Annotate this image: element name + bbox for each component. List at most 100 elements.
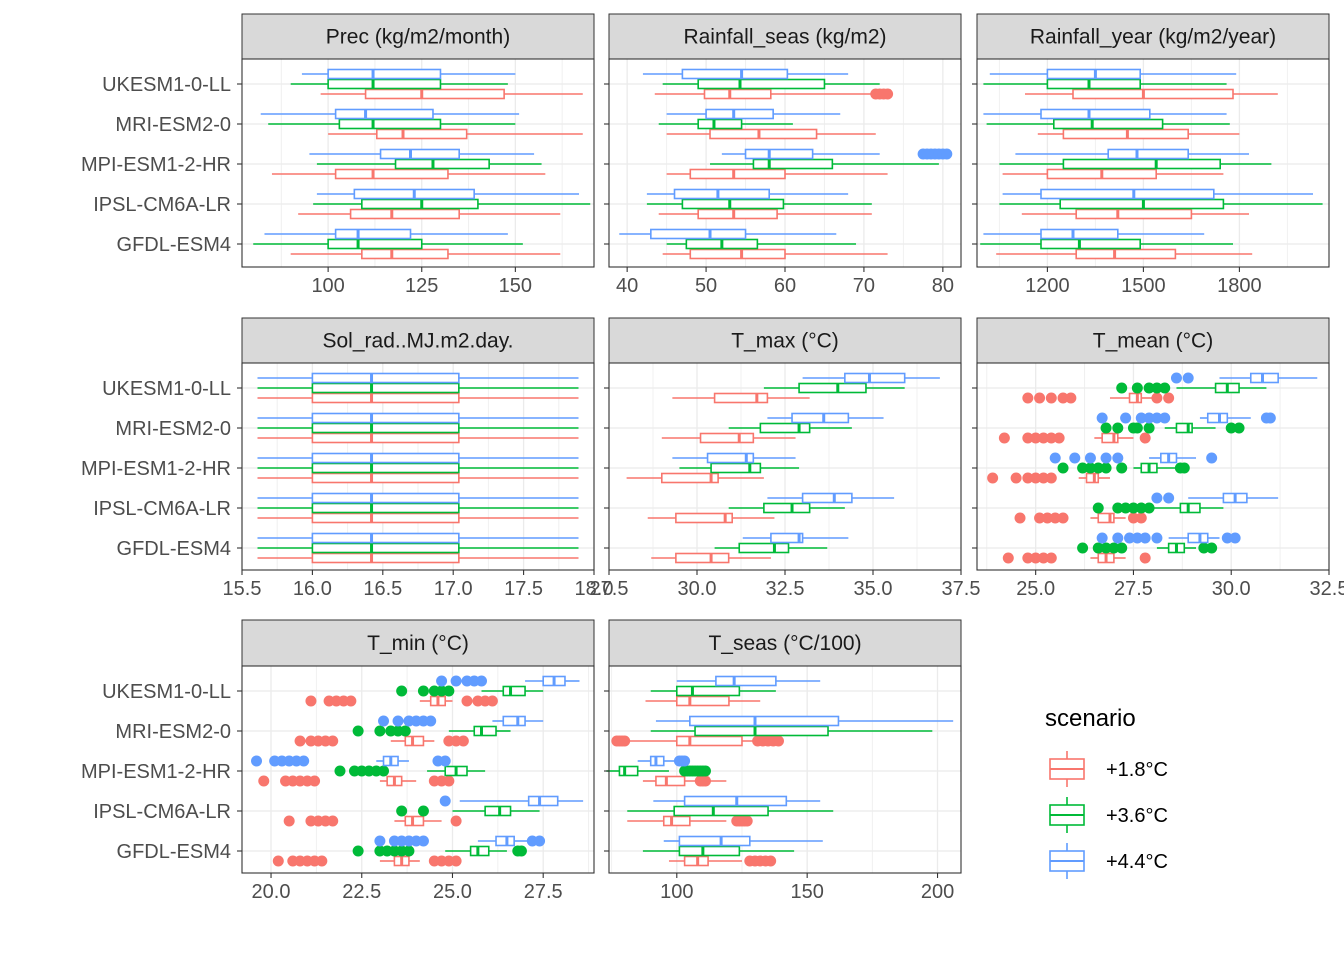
box-mri-esm2-0-s2 xyxy=(650,725,933,737)
panel-strip xyxy=(241,619,595,667)
box-mri-esm2-0-s1 xyxy=(257,432,579,444)
x-tick-label: 70 xyxy=(853,275,875,297)
outlier-point xyxy=(1100,422,1112,434)
y-tick-label: UKESM1-0-LL xyxy=(102,74,231,96)
y-tick-label: UKESM1-0-LL xyxy=(102,681,231,703)
box-iqr xyxy=(311,452,460,464)
outlier-point xyxy=(1022,392,1034,404)
box-ukesm1-0-ll-s1 xyxy=(1022,392,1175,404)
box-iqr xyxy=(484,805,512,817)
outlier-point xyxy=(1034,392,1046,404)
outlier-point xyxy=(352,725,364,737)
outlier-point xyxy=(1037,552,1049,564)
box-ukesm1-0-ll-s3 xyxy=(802,372,940,384)
box-iqr xyxy=(1040,188,1215,200)
box-ukesm1-0-ll-s3 xyxy=(436,675,580,687)
panel-5: T_max (°C) 27.5 30.0 32.5 35.0 37.5 xyxy=(590,317,980,600)
legend-label: +1.8°C xyxy=(1106,759,1168,781)
x-tick-label: 27.5 xyxy=(1114,578,1153,600)
box-ipsl-cm6a-lr-s2 xyxy=(313,198,591,210)
box-mri-esm2-0-s2 xyxy=(728,422,852,434)
box-iqr xyxy=(1046,78,1142,90)
outlier-point xyxy=(1053,432,1065,444)
box-iqr xyxy=(662,815,691,827)
outlier-point xyxy=(1131,382,1143,394)
box-mri-esm2-0-s1 xyxy=(1037,128,1240,140)
y-tick-label: GFDL-ESM4 xyxy=(117,841,231,863)
outlier-point xyxy=(1120,502,1132,514)
box-gfdl-esm4-s3 xyxy=(264,228,508,240)
panel-title: Rainfall_seas (kg/m2) xyxy=(683,26,886,49)
box-iqr xyxy=(349,208,460,220)
box-ipsl-cm6a-lr-s3 xyxy=(1002,188,1313,200)
box-mri-esm2-0-s2 xyxy=(986,118,1230,130)
box-iqr xyxy=(678,845,741,857)
outlier-point xyxy=(1037,472,1049,484)
box-mri-esm2-0-s2 xyxy=(257,422,579,434)
x-tick-label: 30.0 xyxy=(678,578,717,600)
panel-title: Prec (kg/m2/month) xyxy=(326,26,510,49)
panel-border xyxy=(976,362,1330,571)
outlier-point xyxy=(941,148,953,160)
x-tick-label: 25.0 xyxy=(1016,578,1055,600)
box-gfdl-esm4-s1 xyxy=(257,552,579,564)
outlier-point xyxy=(1163,492,1175,504)
outlier-point xyxy=(1139,532,1151,544)
outlier-point xyxy=(450,675,462,687)
box-iqr xyxy=(311,532,460,544)
box-mpi-esm1-2-hr-s1 xyxy=(987,472,1110,484)
outlier-point xyxy=(309,775,321,787)
box-iqr xyxy=(1075,208,1193,220)
outlier-point xyxy=(1057,462,1069,474)
outlier-point xyxy=(439,755,451,767)
outlier-point xyxy=(396,805,408,817)
box-iqr xyxy=(311,512,460,524)
outlier-point xyxy=(316,855,328,867)
outlier-point xyxy=(461,695,473,707)
outlier-point xyxy=(1124,532,1136,544)
legend-label: +3.6°C xyxy=(1106,805,1168,827)
x-tick-label: 150 xyxy=(499,275,532,297)
box-iqr xyxy=(675,695,730,707)
box-ukesm1-0-ll-s3 xyxy=(642,68,849,80)
box-iqr xyxy=(404,735,425,747)
outlier-point xyxy=(987,472,999,484)
box-iqr xyxy=(495,835,515,847)
x-tick-label: 60 xyxy=(774,275,796,297)
box-mpi-esm1-2-hr-s1 xyxy=(642,775,727,787)
box-ipsl-cm6a-lr-s1 xyxy=(647,512,775,524)
box-mpi-esm1-2-hr-s3 xyxy=(721,148,953,160)
box-iqr xyxy=(689,248,786,260)
outlier-point xyxy=(1069,452,1081,464)
panel-6: T_mean (°C) 25.0 27.5 30.0 32.5 xyxy=(972,317,1344,600)
box-iqr xyxy=(379,148,460,160)
box-gfdl-esm4-s3 xyxy=(619,228,837,240)
box-iqr xyxy=(752,158,834,170)
box-gfdl-esm4-s1 xyxy=(1002,552,1151,564)
box-iqr xyxy=(311,392,460,404)
box-iqr xyxy=(327,68,442,80)
box-iqr xyxy=(703,88,772,100)
box-ukesm1-0-ll-s3 xyxy=(257,372,579,384)
x-tick-label: 1200 xyxy=(1025,275,1070,297)
box-iqr xyxy=(697,118,743,130)
x-tick-label: 20.0 xyxy=(252,881,291,903)
outlier-point xyxy=(283,815,295,827)
box-ukesm1-0-ll-s1 xyxy=(1025,88,1278,100)
x-tick-label: 125 xyxy=(405,275,438,297)
box-iqr xyxy=(394,158,490,170)
outlier-point xyxy=(1077,542,1089,554)
outlier-point xyxy=(1045,432,1057,444)
outlier-point xyxy=(1037,432,1049,444)
box-gfdl-esm4-s2 xyxy=(980,238,1233,250)
box-iqr xyxy=(361,198,479,210)
box-iqr xyxy=(376,128,468,140)
outlier-point xyxy=(403,845,415,857)
outlier-point xyxy=(1135,502,1147,514)
x-tick-label: 16.0 xyxy=(293,578,332,600)
box-iqr xyxy=(502,715,526,727)
outlier-point xyxy=(1084,452,1096,464)
panel-3: Rainfall_year (kg/m2/year) 1200 1500 1800 xyxy=(972,13,1330,297)
outlier-point xyxy=(443,775,455,787)
box-iqr xyxy=(1179,502,1201,514)
